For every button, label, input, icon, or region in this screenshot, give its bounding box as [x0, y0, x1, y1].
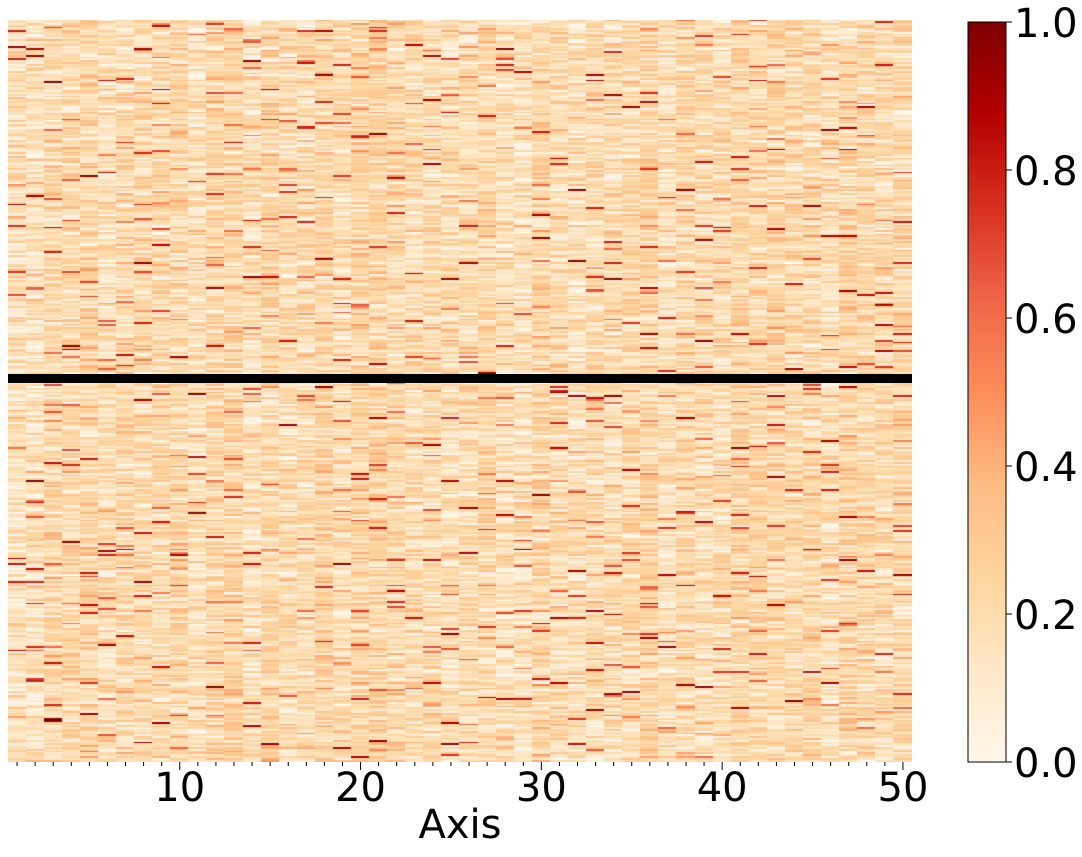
- colorbar-tick-label: 0.6: [1014, 297, 1078, 343]
- x-tick-label: 20: [335, 765, 386, 811]
- colorbar-tick-label: 0.8: [1014, 149, 1078, 195]
- colorbar-tick-label: 1.0: [1014, 1, 1078, 47]
- x-axis: 10 20 30 40 50: [16, 762, 929, 811]
- heatmap-cells: [8, 20, 912, 762]
- colorbar: [967, 21, 1007, 763]
- x-tick-label: 50: [878, 765, 929, 811]
- x-tick-label: 30: [516, 765, 567, 811]
- colorbar-tick-label: 0.0: [1014, 741, 1078, 787]
- x-axis-label: Axis: [419, 802, 502, 848]
- x-tick-label: 40: [697, 765, 748, 811]
- colorbar-axis: 0.0 0.2 0.4 0.6 0.8 1.0: [1006, 1, 1078, 787]
- x-tick-label: 10: [154, 765, 205, 811]
- heatmap-separator-line: [8, 374, 912, 383]
- colorbar-tick-label: 0.4: [1014, 445, 1078, 491]
- colorbar-tick-label: 0.2: [1014, 593, 1078, 639]
